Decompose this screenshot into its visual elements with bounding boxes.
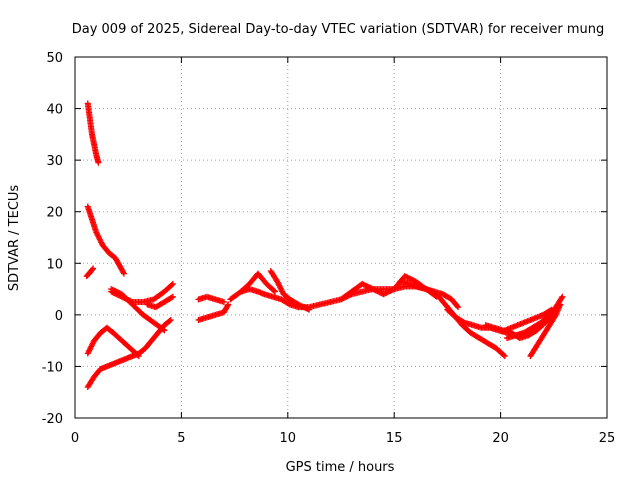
data-point: [168, 294, 175, 301]
axis-layer: 0 5 10 15 20 25 -20 -10 0 10 20 30 40 50: [42, 51, 616, 446]
x-tick-label: 0: [71, 431, 79, 446]
data-point: [558, 295, 565, 302]
series-track-i: [195, 293, 227, 305]
data-point: [95, 159, 102, 166]
series-track-b: [84, 203, 127, 277]
data-point: [455, 304, 462, 311]
y-tick-label: 30: [46, 154, 63, 169]
data-point: [169, 293, 176, 300]
data-point: [166, 317, 173, 324]
x-tick-label: 25: [599, 431, 616, 446]
series-track-u: [527, 301, 564, 360]
data-point: [167, 317, 174, 324]
x-tick-label: 5: [177, 431, 185, 446]
series-track-h: [144, 293, 176, 311]
data-point: [135, 353, 142, 360]
chart-title: Day 009 of 2025, Sidereal Day-to-day VTE…: [72, 22, 605, 37]
y-tick-label: -20: [42, 412, 63, 427]
y-tick-label: 10: [46, 257, 63, 272]
data-point: [90, 265, 97, 272]
series-track-j: [195, 301, 232, 324]
plot-frame: [74, 56, 608, 419]
series-track-q: [433, 291, 508, 360]
series-track-l: [237, 270, 279, 295]
data-point: [120, 270, 127, 277]
data-point: [559, 293, 566, 300]
data-point: [220, 298, 227, 305]
data-point: [120, 269, 127, 276]
data-point: [272, 288, 279, 295]
series-track-c: [83, 265, 97, 280]
y-tick-label: 40: [46, 103, 63, 118]
y-tick-label: -10: [42, 360, 63, 375]
y-tick-label: 50: [46, 51, 63, 66]
series-track-g: [108, 286, 168, 334]
y-axis-label: SDTVAR / TECUs: [7, 185, 22, 292]
y-tick-label: 20: [46, 206, 63, 221]
data-layer: [83, 100, 566, 391]
series-track-a: [84, 100, 102, 166]
data-point: [547, 307, 554, 314]
x-tick-label: 20: [492, 431, 509, 446]
data-point: [548, 306, 555, 313]
x-axis-label: GPS time / hours: [286, 460, 395, 475]
data-point: [454, 303, 461, 310]
data-point: [89, 266, 96, 273]
x-tick-label: 15: [386, 431, 403, 446]
data-point: [500, 352, 507, 359]
data-point: [270, 287, 277, 294]
series-track-e: [84, 324, 142, 360]
y-tick-label: 0: [55, 309, 63, 324]
data-point: [134, 352, 141, 359]
data-point: [160, 326, 167, 333]
data-point: [168, 281, 175, 288]
data-point: [224, 302, 231, 309]
data-point: [169, 280, 176, 287]
data-point: [161, 327, 168, 334]
grid-layer: [75, 57, 607, 418]
data-point: [501, 353, 508, 360]
data-point: [225, 301, 232, 308]
x-tick-label: 10: [280, 431, 297, 446]
series-track-v: [501, 306, 555, 334]
data-point: [557, 301, 564, 308]
